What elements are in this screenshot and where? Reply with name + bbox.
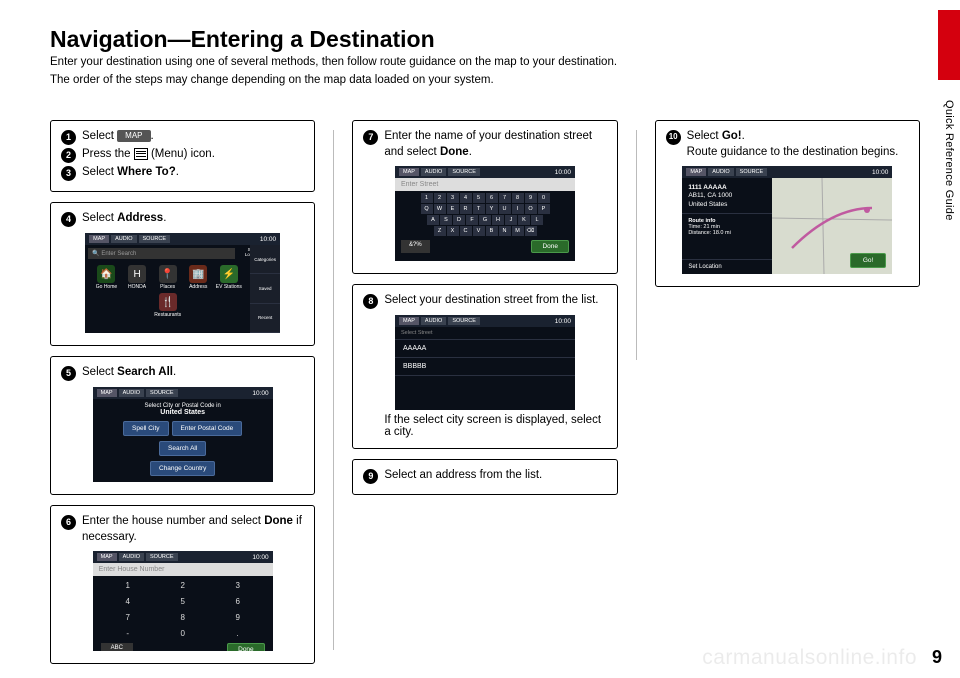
step-8: 8 Select your destination street from th… (363, 293, 606, 309)
screenshot-street-list: MAP AUDIO SOURCE 10:00 Select Street AAA… (395, 315, 575, 410)
step-9: 9 Select an address from the list. (363, 468, 606, 484)
screenshot-enter-street: MAP AUDIO SOURCE 10:00 Enter Street 1234… (395, 166, 575, 261)
kb-row-3: ASDFGHJKL (397, 215, 573, 225)
column-1: 1 Select MAP. 2 Press the (Menu) icon. 3… (50, 120, 315, 674)
kb-row-2: QWERTYUIOP (397, 204, 573, 214)
side-section-label: Quick Reference Guide (943, 100, 955, 221)
step-number-4: 4 (61, 212, 76, 227)
step-number-9: 9 (363, 469, 378, 484)
column-2: 7 Enter the name of your destination str… (352, 120, 617, 674)
screenshot-route: MAP AUDIO SOURCE 10:00 1111 AAAAA AB11, … (682, 166, 892, 274)
step-2: 2 Press the (Menu) icon. (61, 147, 304, 163)
step-number-5: 5 (61, 366, 76, 381)
stepbox-7: 7 Enter the name of your destination str… (352, 120, 617, 274)
step-8-footer: If the select city screen is displayed, … (384, 414, 606, 438)
kb-row-1: 1234567890 (397, 193, 573, 203)
intro-line-2: The order of the steps may change depend… (50, 74, 494, 86)
step-5: 5 Select Search All. (61, 365, 304, 381)
step-number-6: 6 (61, 515, 76, 530)
screenshot-search-all: MAP AUDIO SOURCE 10:00 Select City or Po… (93, 387, 273, 482)
column-divider-2 (636, 130, 637, 360)
stepbox-9: 9 Select an address from the list. (352, 459, 617, 495)
stepbox-8: 8 Select your destination street from th… (352, 284, 617, 449)
step-3-text: Select Where To?. (82, 165, 179, 181)
page-title: Navigation—Entering a Destination (50, 26, 435, 53)
screenshot-where-to: MAP AUDIO SOURCE 10:00 🔍 Enter Search Se… (85, 233, 280, 333)
menu-icon (134, 148, 148, 160)
step-1: 1 Select MAP. (61, 129, 304, 145)
step-columns: 1 Select MAP. 2 Press the (Menu) icon. 3… (50, 120, 920, 674)
stepbox-6: 6 Enter the house number and select Done… (50, 505, 315, 664)
step-1-text: Select MAP. (82, 129, 154, 145)
step-number-7: 7 (363, 130, 378, 145)
section-tab (938, 10, 960, 80)
step-number-1: 1 (61, 130, 76, 145)
kb-row-4: ZXCVBNM⌫ (397, 226, 573, 236)
step-number-10: 10 (666, 130, 681, 145)
screenshot-house-number: MAP AUDIO SOURCE 10:00 Enter House Numbe… (93, 551, 273, 651)
step-number-2: 2 (61, 148, 76, 163)
column-3: 10 Select Go!. Route guidance to the des… (655, 120, 920, 674)
step-2-text: Press the (Menu) icon. (82, 147, 215, 163)
column-divider-1 (333, 130, 334, 650)
stepbox-10: 10 Select Go!. Route guidance to the des… (655, 120, 920, 287)
intro-line-1: Enter your destination using one of seve… (50, 56, 617, 68)
step-6: 6 Enter the house number and select Done… (61, 514, 304, 545)
page-number: 9 (932, 647, 942, 668)
step-number-8: 8 (363, 294, 378, 309)
step-10: 10 Select Go!. Route guidance to the des… (666, 129, 909, 160)
map-chip: MAP (117, 130, 150, 143)
step-7: 7 Enter the name of your destination str… (363, 129, 606, 160)
step-3: 3 Select Where To?. (61, 165, 304, 181)
stepbox-4: 4 Select Address. MAP AUDIO SOURCE 10:00… (50, 202, 315, 346)
step-4: 4 Select Address. (61, 211, 304, 227)
stepbox-5: 5 Select Search All. MAP AUDIO SOURCE 10… (50, 356, 315, 495)
stepbox-1-3: 1 Select MAP. 2 Press the (Menu) icon. 3… (50, 120, 315, 192)
watermark: carmanualsonline.info (702, 646, 917, 670)
step-number-3: 3 (61, 166, 76, 181)
